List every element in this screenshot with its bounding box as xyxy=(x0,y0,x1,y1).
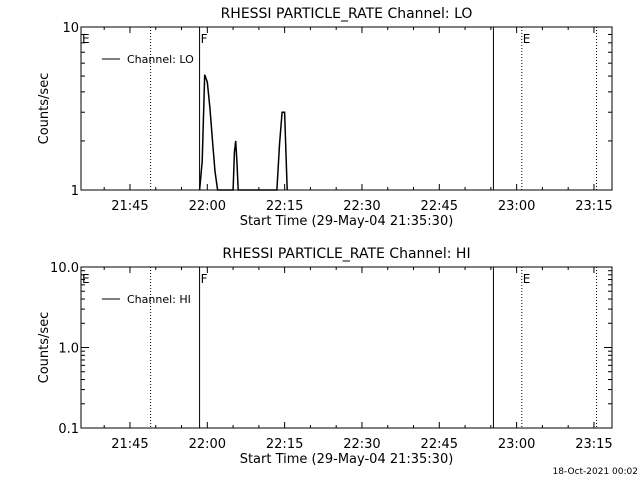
plot-frame xyxy=(80,266,613,429)
x-tick-label: 23:00 xyxy=(498,437,535,452)
x-axis-label: Start Time (29-May-04 21:35:30) xyxy=(240,452,454,467)
series-line xyxy=(198,74,288,191)
event-marker-label: E xyxy=(82,32,90,46)
y-tick-label: 0.1 xyxy=(58,422,79,437)
legend-label: Channel: LO xyxy=(127,53,194,66)
x-axis-label: Start Time (29-May-04 21:35:30) xyxy=(240,214,454,229)
x-tick-label: 22:00 xyxy=(189,437,226,452)
event-marker-label: E xyxy=(82,272,90,286)
x-tick-label: 22:15 xyxy=(266,437,303,452)
hi-channel-panel: RHESSI PARTICLE_RATE Channel: HI 21:45 22:… xyxy=(37,246,613,467)
x-tick-label: 23:00 xyxy=(498,199,535,214)
x-tick-label: 23:15 xyxy=(575,199,612,214)
x-tick-label: 22:45 xyxy=(421,437,458,452)
x-tick-label: 23:15 xyxy=(575,437,612,452)
x-tick-label: 22:45 xyxy=(421,199,458,214)
y-axis-label: Counts/sec xyxy=(37,73,52,145)
x-tick-label: 21:45 xyxy=(111,199,148,214)
y-tick-label: 10.0 xyxy=(50,261,79,276)
y-tick-label: 10 xyxy=(62,21,79,36)
x-tick-label: 22:15 xyxy=(266,199,303,214)
event-marker-label: F xyxy=(201,32,208,46)
x-tick-label: 22:00 xyxy=(189,199,226,214)
y-axis-label: Counts/sec xyxy=(37,312,52,384)
event-marker-label: E xyxy=(523,272,531,286)
chart-title: RHESSI PARTICLE_RATE Channel: HI xyxy=(222,246,470,262)
x-tick-label: 21:45 xyxy=(111,437,148,452)
legend-label: Channel: HI xyxy=(127,293,191,306)
lo-channel-panel: RHESSI PARTICLE_RATE Channel: LO 21:45 22:… xyxy=(37,6,613,229)
x-tick-label: 22:30 xyxy=(343,437,380,452)
x-tick-label: 22:30 xyxy=(343,199,380,214)
chart-title: RHESSI PARTICLE_RATE Channel: LO xyxy=(221,6,473,22)
plot-frame xyxy=(80,26,613,191)
y-tick-label: 1 xyxy=(71,184,79,199)
event-marker-label: F xyxy=(201,272,208,286)
event-marker-label: E xyxy=(523,32,531,46)
footer-timestamp: 18-Oct-2021 00:02 xyxy=(553,467,638,477)
y-tick-label: 1.0 xyxy=(58,342,79,357)
